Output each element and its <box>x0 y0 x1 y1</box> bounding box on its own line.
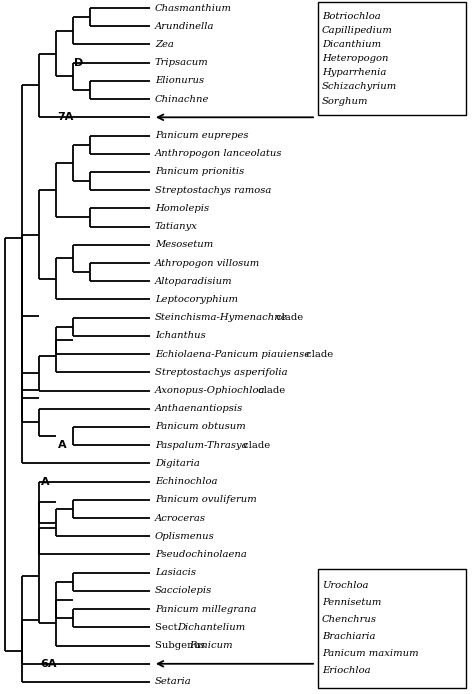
Text: Streptostachys asperifolia: Streptostachys asperifolia <box>155 368 288 377</box>
Text: Mesosetum: Mesosetum <box>155 240 213 249</box>
Text: Panicum obtusum: Panicum obtusum <box>155 423 246 432</box>
Bar <box>318 568 466 688</box>
Text: Panicum millegrana: Panicum millegrana <box>155 604 256 613</box>
Text: Pennisetum: Pennisetum <box>322 598 382 607</box>
Text: Panicum euprepes: Panicum euprepes <box>155 131 248 140</box>
Text: Schizachyrium: Schizachyrium <box>322 83 397 92</box>
Text: Panicum: Panicum <box>189 641 233 650</box>
Text: Dichantelium: Dichantelium <box>177 623 245 632</box>
Text: Steinchisma-Hymenachne: Steinchisma-Hymenachne <box>155 313 288 322</box>
Text: Acroceras: Acroceras <box>155 514 206 523</box>
Text: Anthaenantiopsis: Anthaenantiopsis <box>155 405 243 413</box>
Text: Sect.: Sect. <box>155 623 184 632</box>
Text: Oplismenus: Oplismenus <box>155 532 215 541</box>
Text: A: A <box>41 477 50 486</box>
Text: Lasiacis: Lasiacis <box>155 568 196 577</box>
Text: 7A: 7A <box>57 112 73 122</box>
Text: Eriochloa: Eriochloa <box>322 666 371 675</box>
Text: Sorghum: Sorghum <box>322 96 368 105</box>
Text: Panicum prionitis: Panicum prionitis <box>155 167 244 176</box>
Text: Heteropogon: Heteropogon <box>322 54 389 63</box>
Text: Brachiaria: Brachiaria <box>322 632 375 641</box>
Text: Chinachne: Chinachne <box>155 94 210 103</box>
Text: Digitaria: Digitaria <box>155 459 200 468</box>
Text: Paspalum-Thrasya: Paspalum-Thrasya <box>155 441 247 450</box>
Text: clade: clade <box>303 350 333 359</box>
Text: Altoparadisium: Altoparadisium <box>155 277 233 286</box>
Text: Anthropogon lanceolatus: Anthropogon lanceolatus <box>155 149 283 158</box>
Text: Echinochloa: Echinochloa <box>155 477 218 486</box>
Text: Athropogon villosum: Athropogon villosum <box>155 259 260 267</box>
Text: Pseudochinolaena: Pseudochinolaena <box>155 550 247 559</box>
Text: Panicum ovuliferum: Panicum ovuliferum <box>155 496 257 505</box>
Text: Arundinella: Arundinella <box>155 22 215 31</box>
Text: 6A: 6A <box>40 659 56 669</box>
Text: Homolepis: Homolepis <box>155 204 209 213</box>
Text: Tatianyx: Tatianyx <box>155 222 198 231</box>
Text: Sacciolepis: Sacciolepis <box>155 586 212 595</box>
Bar <box>318 2 466 115</box>
Text: Subgenus: Subgenus <box>155 641 208 650</box>
Text: Ichanthus: Ichanthus <box>155 332 206 340</box>
Text: Dicanthium: Dicanthium <box>322 40 381 49</box>
Text: D: D <box>74 58 83 67</box>
Text: clade: clade <box>273 313 303 322</box>
Text: Urochloa: Urochloa <box>322 582 368 590</box>
Text: Setaria: Setaria <box>155 677 192 686</box>
Text: Capillipedium: Capillipedium <box>322 26 393 35</box>
Text: Leptocoryphium: Leptocoryphium <box>155 295 238 304</box>
Text: Panicum maximum: Panicum maximum <box>322 650 419 659</box>
Text: Echiolaena-Panicum piauiense: Echiolaena-Panicum piauiense <box>155 350 310 359</box>
Text: clade: clade <box>240 441 270 450</box>
Text: clade: clade <box>255 386 285 395</box>
Text: Streptostachys ramosa: Streptostachys ramosa <box>155 186 272 194</box>
Text: Chenchrus: Chenchrus <box>322 616 377 625</box>
Text: Chasmanthium: Chasmanthium <box>155 3 232 12</box>
Text: Axonopus-Ophiochloa: Axonopus-Ophiochloa <box>155 386 265 395</box>
Text: A: A <box>58 440 67 450</box>
Text: Zea: Zea <box>155 40 174 49</box>
Text: Tripsacum: Tripsacum <box>155 58 209 67</box>
Text: Hyparrhenia: Hyparrhenia <box>322 68 386 77</box>
Text: Botriochloa: Botriochloa <box>322 12 381 21</box>
Text: Elionurus: Elionurus <box>155 76 204 85</box>
